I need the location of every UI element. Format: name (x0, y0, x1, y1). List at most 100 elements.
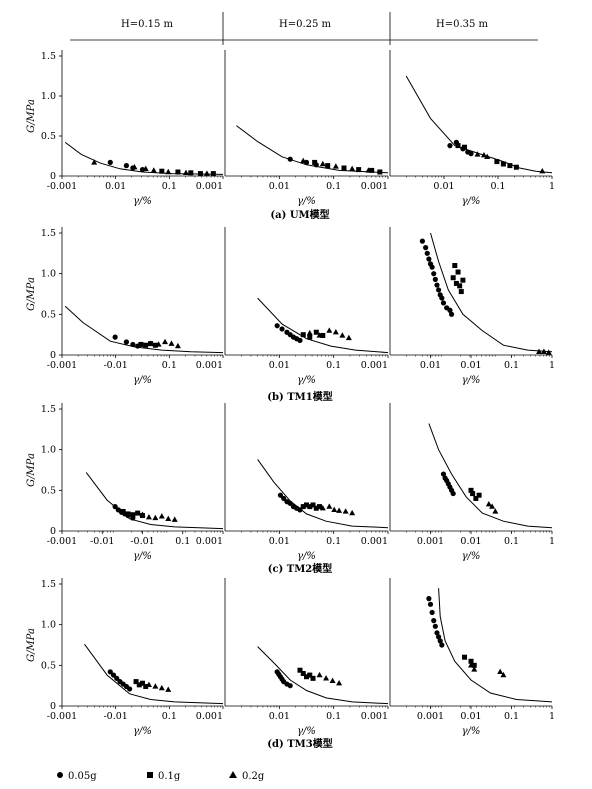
x-axis-title: γ/% (133, 726, 152, 737)
caption-tm2: (c) TM2模型 (268, 562, 333, 575)
x-tick-label: 0.1 (326, 360, 341, 371)
data-point-005g (436, 287, 442, 293)
data-point-01g (300, 670, 306, 676)
data-point-01g (494, 159, 500, 165)
panel-tm1-1: 0 0.5 1.0 1.5 G/MPa -0.001 -0.01 0.1 0.001 γ/% (26, 227, 224, 386)
fit-curve (428, 423, 553, 529)
column-header-2: H=0.25 m (279, 19, 332, 30)
y-axis-title: G/MPa (26, 277, 37, 311)
data-point-02g (91, 159, 98, 165)
data-point-02g (319, 160, 326, 167)
data-point-02g (339, 332, 346, 338)
data-point-005g (123, 339, 129, 345)
x-tick-label: 0.001 (417, 711, 444, 722)
data-point-02g (152, 514, 159, 521)
y-tick-label: 0 (50, 171, 56, 182)
y-tick-label: 1.5 (41, 579, 56, 590)
data-point-01g (310, 502, 316, 508)
data-point-01g (468, 487, 474, 493)
data-point-02g (150, 167, 157, 173)
x-axis-title: γ/% (462, 375, 481, 386)
data-point-005g (447, 307, 453, 313)
y-tick-label: 1.5 (41, 228, 56, 239)
data-point-01g (297, 667, 303, 673)
data-point-02g (131, 164, 138, 170)
data-point-01g (455, 143, 461, 149)
data-point-02g (152, 683, 159, 689)
x-axis-title: γ/% (462, 726, 481, 737)
data-point-005g (423, 245, 429, 251)
data-point-01g (188, 170, 194, 176)
data-point-01g (140, 680, 145, 686)
data-point-005g (110, 672, 117, 678)
data-point-01g (300, 332, 306, 338)
data-point-01g (143, 683, 149, 689)
caption-tm3: (d) TM3模型 (267, 737, 332, 750)
fit-curve (438, 588, 553, 703)
data-point-02g (539, 168, 546, 174)
caption-tm1: (b) TM1模型 (267, 390, 332, 403)
data-point-01g (120, 508, 126, 514)
data-point-005g (434, 630, 440, 636)
y-tick-label: 0.5 (41, 485, 56, 496)
x-tick-label: 0.01 (460, 711, 481, 722)
data-point-02g (147, 340, 154, 346)
data-point-01g (325, 163, 331, 169)
data-point-02g (306, 329, 313, 336)
data-point-005g (448, 311, 455, 317)
data-point-005g (437, 638, 443, 644)
data-point-01g (304, 674, 309, 680)
data-point-01g (476, 492, 482, 498)
fit-curve (85, 472, 224, 530)
legend-triangle-marker (229, 771, 237, 778)
data-point-005g (274, 323, 280, 329)
data-point-005g (287, 500, 293, 506)
data-point-02g (540, 348, 547, 354)
fit-curve (236, 125, 389, 174)
x-tick-label: 0.01 (420, 360, 441, 371)
data-point-01g (130, 512, 136, 518)
data-point-005g (281, 495, 287, 502)
y-tick-label: 0 (50, 701, 56, 712)
y-axis-title: G/MPa (26, 628, 37, 662)
fit-curve (84, 643, 224, 705)
data-point-01g (457, 283, 463, 289)
data-point-01g (507, 163, 513, 169)
data-point-02g (349, 165, 356, 171)
data-point-005g (127, 686, 133, 692)
data-point-01g (320, 332, 326, 338)
data-point-02g (319, 505, 326, 511)
data-point-02g (365, 167, 372, 173)
data-point-02g (500, 671, 507, 678)
x-tick-label: 0.1 (490, 181, 505, 192)
data-point-01g (307, 334, 313, 340)
x-tick-label: 0.01 (269, 360, 290, 371)
x-tick-label: 0.1 (326, 536, 341, 547)
data-point-005g (439, 295, 445, 301)
data-point-02g (484, 153, 491, 159)
panel-tm2-1: 0 0.5 1.0 1.5 G/MPa -0.001 -0.01 -0.01 0.1 0.001 γ… (26, 403, 224, 562)
y-tick-label: 1.0 (41, 269, 56, 280)
x-tick-label: 0.01 (433, 181, 454, 192)
panel-tm2-2: 0.01 0.1 0.001 γ/% (224, 403, 389, 562)
x-tick-label: 0.1 (504, 360, 519, 371)
data-point-02g (474, 151, 481, 157)
data-point-02g (203, 170, 210, 176)
data-point-02g (174, 342, 181, 349)
x-tick-label: 0.01 (460, 360, 481, 371)
data-point-005g (427, 601, 434, 607)
data-point-01g (133, 679, 139, 685)
data-point-01g (471, 662, 477, 668)
data-point-005g (123, 163, 129, 169)
data-point-01g (300, 504, 306, 510)
x-axis-title: γ/% (462, 196, 481, 207)
fit-curve (64, 305, 224, 354)
data-point-01g (125, 511, 131, 517)
data-point-02g (182, 169, 189, 175)
x-tick-label: -0.01 (103, 711, 127, 722)
legend-square-marker (147, 772, 153, 778)
data-point-02g (332, 163, 339, 169)
y-tick-label: 1.5 (41, 404, 56, 415)
data-point-02g (165, 686, 172, 692)
